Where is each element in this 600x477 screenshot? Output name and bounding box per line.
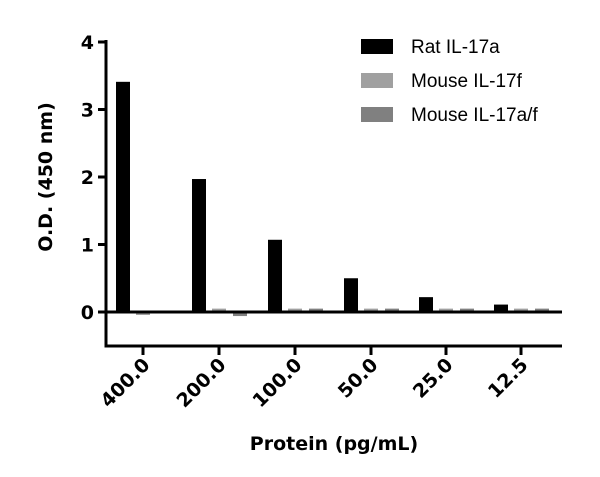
bar-rat-il-17a-400.0 (116, 81, 130, 312)
legend-swatch (361, 73, 393, 88)
bar-mouse-il-17a-f-200.0 (233, 312, 247, 317)
y-tick-label: 0 (81, 302, 94, 324)
y-axis-title: O.D. (450 nm) (35, 102, 57, 252)
x-axis: 400.0 200.0 100.0 50.0 25.0 12.5 (96, 344, 562, 412)
x-tick-label: 200.0 (172, 354, 230, 412)
bar-mouse-il-17f-200.0 (212, 308, 226, 312)
bar-mouse-il-17a-f-50.0 (385, 308, 399, 312)
legend-label: Rat IL-17a (411, 37, 500, 58)
legend: Rat IL-17a Mouse IL-17f Mouse IL-17a/f (361, 37, 538, 126)
bar-rat-il-17a-25.0 (419, 297, 433, 312)
x-tick-label: 25.0 (409, 354, 458, 403)
legend-label: Mouse IL-17f (411, 71, 523, 92)
y-axis: 0 1 2 3 4 (81, 32, 108, 348)
legend-swatch (361, 107, 393, 122)
bar-mouse-il-17f-50.0 (364, 308, 378, 312)
bar-rat-il-17a-100.0 (268, 239, 282, 312)
bar-rat-il-17a-200.0 (192, 179, 206, 312)
y-tick-label: 3 (81, 100, 94, 122)
bar-mouse-il-17a-f-100.0 (309, 308, 323, 312)
y-tick-label: 4 (81, 32, 94, 54)
y-tick-label: 1 (81, 235, 94, 257)
bars-layer (116, 81, 549, 317)
bar-mouse-il-17f-12.5 (514, 308, 528, 312)
x-tick-label: 12.5 (484, 354, 533, 403)
bar-mouse-il-17f-100.0 (288, 308, 302, 312)
x-tick-label: 50.0 (334, 354, 383, 403)
x-tick-label: 400.0 (96, 354, 154, 412)
bar-mouse-il-17a-f-12.5 (535, 308, 549, 312)
bar-mouse-il-17f-25.0 (439, 308, 453, 312)
bar-rat-il-17a-50.0 (344, 278, 358, 312)
y-tick-label: 2 (81, 167, 94, 189)
x-tick-label: 100.0 (248, 354, 306, 412)
legend-swatch (361, 39, 393, 54)
x-axis-title: Protein (pg/mL) (250, 433, 418, 455)
legend-label: Mouse IL-17a/f (411, 105, 538, 126)
bar-mouse-il-17a-f-25.0 (460, 308, 474, 312)
bar-rat-il-17a-12.5 (494, 304, 508, 312)
